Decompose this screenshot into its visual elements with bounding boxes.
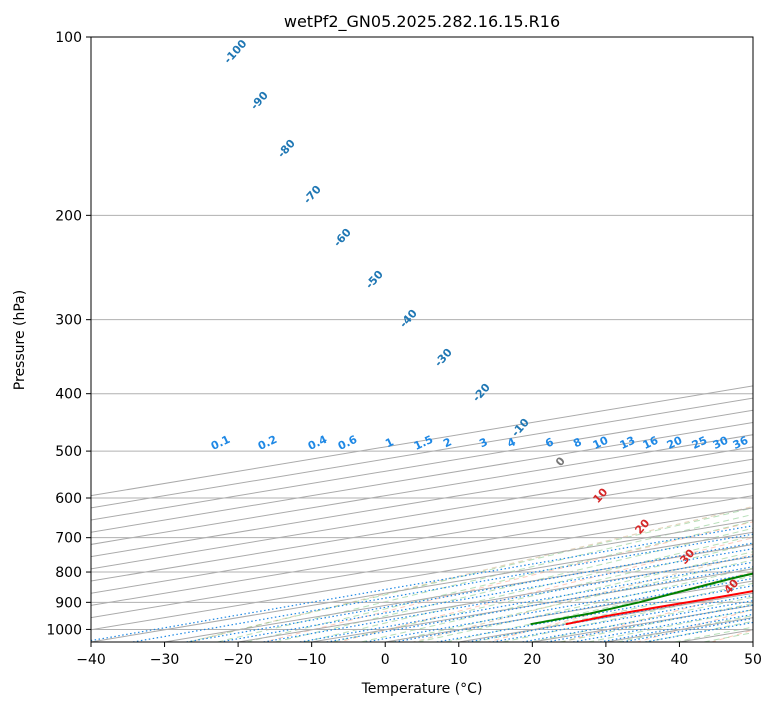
y-tick-label: 400 <box>55 387 82 403</box>
moist-adiabat <box>389 559 753 642</box>
y-tick-label: 900 <box>55 595 82 611</box>
mixing-ratio-line <box>572 609 753 642</box>
mixing-ratio-line <box>91 525 753 642</box>
y-tick-label: 600 <box>55 491 82 507</box>
chart-title: wetPf2_GN05.2025.282.16.15.R16 <box>284 12 560 32</box>
mixing-ratio-label: 10 <box>591 434 611 452</box>
y-tick-label: 700 <box>55 531 82 547</box>
mixing-ratio-label: 16 <box>641 434 661 452</box>
moist-adiabat <box>275 527 753 642</box>
isotherm <box>91 507 753 619</box>
isotherm <box>91 519 753 631</box>
isotherm <box>91 482 753 594</box>
isotherm <box>91 470 753 582</box>
y-tick-label: 1000 <box>46 622 82 638</box>
isotherm <box>91 531 753 642</box>
mixing-ratio-line <box>622 617 753 642</box>
moist-adiabat <box>474 582 753 642</box>
moist-adiabat <box>445 575 753 642</box>
isotherm <box>91 446 753 558</box>
mixing-ratio-label: 30 <box>711 434 731 452</box>
x-tick-label: 50 <box>744 652 762 668</box>
x-tick-label: 30 <box>597 652 615 668</box>
dry-adiabat <box>264 521 753 642</box>
x-tick-label: −10 <box>297 652 327 668</box>
x-tick-label: −30 <box>150 652 180 668</box>
y-tick-label: 800 <box>55 565 82 581</box>
moist-adiabat <box>530 596 753 642</box>
mixing-ratio-label: 20 <box>665 434 685 452</box>
x-tick-label: 40 <box>671 652 689 668</box>
mixing-ratio-line <box>599 613 753 642</box>
mixing-ratio-line <box>522 600 753 642</box>
x-tick-label: 0 <box>381 652 390 668</box>
x-tick-label: −20 <box>223 652 253 668</box>
isoline-labels: 0.1 0.2 0.4 0.6 1 1.5 2 3 4 6 8 10 13 16 20 25 30 36-100-… <box>209 37 751 597</box>
moist-adiabat <box>187 507 753 642</box>
x-tick-label: −40 <box>76 652 106 668</box>
mixing-ratio-label: 13 <box>618 434 637 452</box>
moist-adiabat <box>217 513 753 642</box>
moist-adiabat <box>246 520 753 642</box>
y-tick-label: 300 <box>55 313 82 329</box>
mixing-ratio-line <box>546 604 753 642</box>
y-tick-label: 100 <box>55 30 82 46</box>
mixing-ratio-line <box>219 548 753 642</box>
isotherm <box>91 495 753 606</box>
y-axis-label: Pressure (hPa) <box>12 290 28 390</box>
plot-area <box>91 37 753 642</box>
x-axis-label: Temperature (°C) <box>361 681 483 697</box>
mixing-ratio-label: 25 <box>690 434 709 452</box>
dry-adiabat <box>338 537 753 642</box>
isotherm <box>91 458 753 570</box>
mixing-ratio-line <box>132 533 753 642</box>
axes: −40 −30 −20 −10 0 10 20 30 40 50 100 200 300 400 500 60… <box>46 30 762 668</box>
y-tick-label: 200 <box>55 208 82 224</box>
mixing-ratio-label: 36 <box>731 434 751 452</box>
x-tick-label: 20 <box>523 652 541 668</box>
isotherm <box>91 434 753 545</box>
mixing-ratio-line <box>186 542 753 642</box>
y-tick-label: 500 <box>55 444 82 460</box>
x-tick-label: 10 <box>450 652 468 668</box>
moist-adiabat <box>303 535 753 642</box>
plot-frame <box>90 36 754 643</box>
